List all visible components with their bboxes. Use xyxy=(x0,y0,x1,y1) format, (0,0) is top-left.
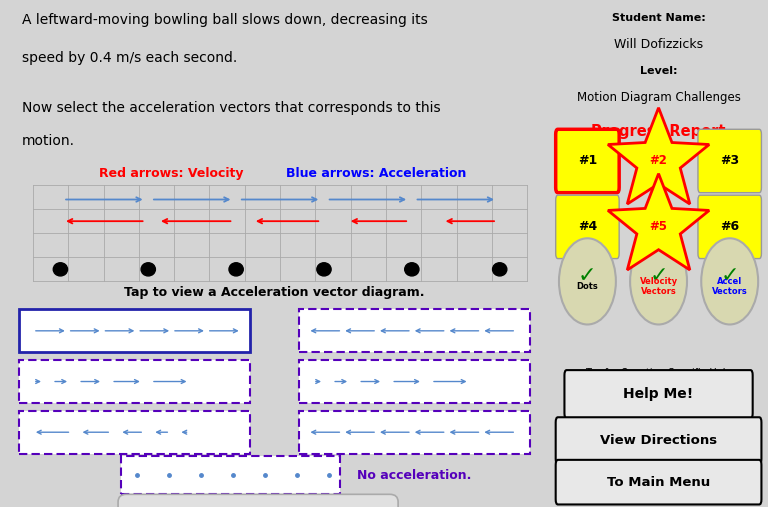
Ellipse shape xyxy=(701,238,758,324)
Text: Tap for Question-Specific Help: Tap for Question-Specific Help xyxy=(585,368,732,378)
Text: Accel
Vectors: Accel Vectors xyxy=(712,277,747,296)
Polygon shape xyxy=(608,108,709,204)
FancyBboxPatch shape xyxy=(118,494,398,507)
Text: Dots: Dots xyxy=(577,282,598,291)
Text: A leftward-moving bowling ball slows down, decreasing its: A leftward-moving bowling ball slows dow… xyxy=(22,13,428,27)
Text: Help Me!: Help Me! xyxy=(624,387,694,402)
FancyBboxPatch shape xyxy=(19,360,250,403)
Text: ✓: ✓ xyxy=(578,266,597,286)
Circle shape xyxy=(405,263,419,276)
Polygon shape xyxy=(608,173,709,270)
FancyBboxPatch shape xyxy=(556,195,619,259)
Text: Red arrows: Velocity: Red arrows: Velocity xyxy=(99,167,243,180)
FancyBboxPatch shape xyxy=(300,411,530,454)
FancyBboxPatch shape xyxy=(19,411,250,454)
FancyBboxPatch shape xyxy=(300,309,530,352)
Text: Student Name:: Student Name: xyxy=(611,13,706,23)
FancyBboxPatch shape xyxy=(564,370,753,418)
Text: To Main Menu: To Main Menu xyxy=(607,476,710,489)
Text: motion.: motion. xyxy=(22,134,75,149)
Text: Progress Report: Progress Report xyxy=(591,124,726,139)
Circle shape xyxy=(53,263,68,276)
Text: Tap to view a Acceleration vector diagram.: Tap to view a Acceleration vector diagra… xyxy=(124,286,425,300)
FancyBboxPatch shape xyxy=(556,460,761,504)
Text: View Directions: View Directions xyxy=(600,434,717,447)
Circle shape xyxy=(141,263,155,276)
Ellipse shape xyxy=(559,238,616,324)
FancyBboxPatch shape xyxy=(300,360,530,403)
Text: Level:: Level: xyxy=(640,66,677,76)
Circle shape xyxy=(317,263,331,276)
FancyBboxPatch shape xyxy=(121,456,340,494)
Circle shape xyxy=(492,263,507,276)
Ellipse shape xyxy=(630,238,687,324)
Circle shape xyxy=(229,263,243,276)
FancyBboxPatch shape xyxy=(556,417,761,464)
Text: #5: #5 xyxy=(650,221,667,233)
Text: Will Dofizzicks: Will Dofizzicks xyxy=(614,38,703,51)
Text: ✓: ✓ xyxy=(649,266,668,286)
FancyBboxPatch shape xyxy=(698,129,761,193)
Text: #2: #2 xyxy=(650,155,667,167)
Text: #3: #3 xyxy=(720,155,740,167)
Text: #4: #4 xyxy=(578,221,597,233)
Text: Blue arrows: Acceleration: Blue arrows: Acceleration xyxy=(286,167,466,180)
Text: Motion Diagram Challenges: Motion Diagram Challenges xyxy=(577,91,740,104)
FancyBboxPatch shape xyxy=(556,129,619,193)
Text: Now select the acceleration vectors that corresponds to this: Now select the acceleration vectors that… xyxy=(22,101,441,116)
Text: No acceleration.: No acceleration. xyxy=(357,469,472,482)
Text: #1: #1 xyxy=(578,155,597,167)
Text: ✓: ✓ xyxy=(720,266,739,286)
Text: Velocity
Vectors: Velocity Vectors xyxy=(640,277,677,296)
Text: #6: #6 xyxy=(720,221,740,233)
Text: speed by 0.4 m/s each second.: speed by 0.4 m/s each second. xyxy=(22,51,237,65)
FancyBboxPatch shape xyxy=(19,309,250,352)
FancyBboxPatch shape xyxy=(698,195,761,259)
